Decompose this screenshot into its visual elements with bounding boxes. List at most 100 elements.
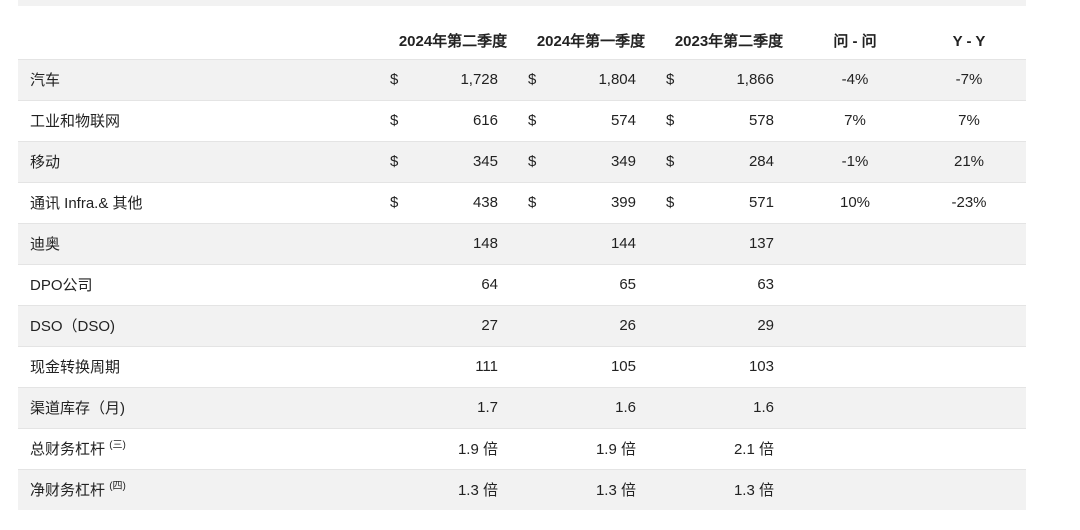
currency-q1-2024: $ [522, 181, 556, 223]
value-q2-2024-text: 27 [481, 317, 498, 334]
value-q1-2024-text: 1.6 [615, 399, 636, 416]
value-yoy [912, 427, 1026, 469]
value-q2-2024-text: 1.9 倍 [457, 441, 498, 458]
value-qoq [798, 468, 912, 510]
row-label-text: 移动 [30, 154, 61, 171]
value-q2-2023: 29 [694, 304, 798, 346]
row-label-text: 净财务杠杆 [30, 482, 106, 500]
value-qoq: -1% [798, 140, 912, 182]
row-label-text: 现金转换周期 [30, 359, 121, 376]
currency-q2-2024-text: $ [390, 71, 399, 88]
currency-q2-2024 [384, 222, 418, 264]
row-label: 迪奥 [18, 222, 384, 264]
currency-q2-2024 [384, 263, 418, 305]
currency-q2-2024-text: $ [390, 112, 399, 129]
value-q2-2024-text: 148 [472, 235, 498, 252]
value-q2-2024: 64 [418, 263, 522, 305]
value-q2-2024: 1.9 倍 [418, 427, 522, 469]
value-q1-2024-text: 1,804 [598, 71, 636, 88]
value-qoq-text: -4% [841, 71, 869, 88]
row-label: DSO（DSO) [18, 304, 384, 346]
value-q1-2024-text: 1.3 倍 [595, 482, 636, 500]
value-q1-2024: 65 [556, 263, 660, 305]
table-row: 移动 $345 $349 $284 -1% 21% [18, 140, 1026, 182]
value-q1-2024-text: 26 [619, 317, 636, 334]
table-row: 现金转换周期 111 105 103 [18, 345, 1026, 387]
currency-q1-2024 [522, 468, 556, 510]
row-label: 汽车 [18, 58, 384, 100]
currency-q1-2024 [522, 345, 556, 387]
value-q2-2023-text: 1,866 [736, 71, 774, 88]
currency-q1-2024-text: $ [528, 194, 537, 211]
value-q2-2024-text: 1.7 [477, 399, 498, 416]
value-q2-2024: 345 [418, 140, 522, 182]
value-q2-2023-text: 103 [748, 358, 774, 375]
header-row: 2024年第二季度 2024年第一季度 2023年第二季度 问 - 问 Y - … [18, 6, 1026, 59]
value-yoy [912, 304, 1026, 346]
value-q1-2024: 1.9 倍 [556, 427, 660, 469]
value-q2-2024-text: 1.3 倍 [457, 482, 498, 500]
header-q2-2024-text: 2024年第二季度 [398, 32, 508, 50]
value-q1-2024: 349 [556, 140, 660, 182]
value-yoy [912, 263, 1026, 305]
value-q2-2024: 111 [418, 345, 522, 387]
value-qoq [798, 222, 912, 264]
value-yoy-text: -23% [951, 194, 987, 211]
value-q2-2024: 1,728 [418, 58, 522, 100]
currency-q2-2024: $ [384, 99, 418, 141]
currency-q2-2024: $ [384, 181, 418, 223]
row-label: DPO公司 [18, 263, 384, 305]
value-q2-2024: 616 [418, 99, 522, 141]
currency-q1-2024 [522, 427, 556, 469]
value-q1-2024: 399 [556, 181, 660, 223]
currency-q1-2024 [522, 386, 556, 428]
row-label: 净财务杠杆 (四) [18, 468, 384, 510]
currency-q1-2024 [522, 304, 556, 346]
row-label-text: 工业和物联网 [30, 113, 121, 130]
row-label: 现金转换周期 [18, 345, 384, 387]
value-yoy: 7% [912, 99, 1026, 141]
currency-q2-2024: $ [384, 58, 418, 100]
value-q1-2024-text: 574 [610, 112, 636, 129]
value-qoq-text: 10% [839, 194, 871, 211]
value-q1-2024-text: 144 [610, 235, 636, 252]
row-label-text: 总财务杠杆 [30, 441, 106, 458]
currency-q2-2023: $ [660, 99, 694, 141]
value-q2-2023-text: 2.1 倍 [733, 441, 774, 458]
value-q2-2023: 284 [694, 140, 798, 182]
row-label: 总财务杠杆 (三) [18, 427, 384, 469]
value-qoq-text: -1% [841, 153, 869, 170]
header-q2-2024: 2024年第二季度 [384, 6, 522, 59]
value-yoy: 21% [912, 140, 1026, 182]
value-q1-2024: 1.3 倍 [556, 468, 660, 510]
value-q2-2024-text: 616 [472, 112, 498, 129]
value-qoq: -4% [798, 58, 912, 100]
value-q2-2024-text: 111 [475, 358, 498, 375]
value-q1-2024: 105 [556, 345, 660, 387]
row-label-text: DSO（DSO) [30, 318, 116, 335]
currency-q2-2023 [660, 304, 694, 346]
value-q2-2024: 438 [418, 181, 522, 223]
value-qoq [798, 427, 912, 469]
value-q2-2023: 137 [694, 222, 798, 264]
value-yoy-text: 7% [958, 112, 980, 129]
currency-q2-2023-text: $ [666, 112, 675, 129]
table-row: 工业和物联网 $616 $574 $578 7% 7% [18, 99, 1026, 141]
currency-q1-2024-text: $ [528, 71, 537, 88]
currency-q1-2024: $ [522, 58, 556, 100]
value-q2-2023-text: 29 [757, 317, 774, 334]
currency-q2-2023 [660, 468, 694, 510]
currency-q2-2023 [660, 386, 694, 428]
footnote-marker: (四) [109, 481, 126, 493]
value-q2-2023-text: 284 [748, 153, 774, 170]
row-label-text: 迪奥 [30, 236, 61, 253]
currency-q2-2023: $ [660, 181, 694, 223]
value-q1-2024: 144 [556, 222, 660, 264]
row-label-text: 汽车 [30, 72, 61, 89]
value-q2-2024-text: 1,728 [460, 71, 498, 88]
value-q2-2023: 578 [694, 99, 798, 141]
header-yoy: Y - Y [952, 32, 986, 50]
currency-q2-2024 [384, 345, 418, 387]
value-qoq [798, 263, 912, 305]
currency-q1-2024-text: $ [528, 153, 537, 170]
